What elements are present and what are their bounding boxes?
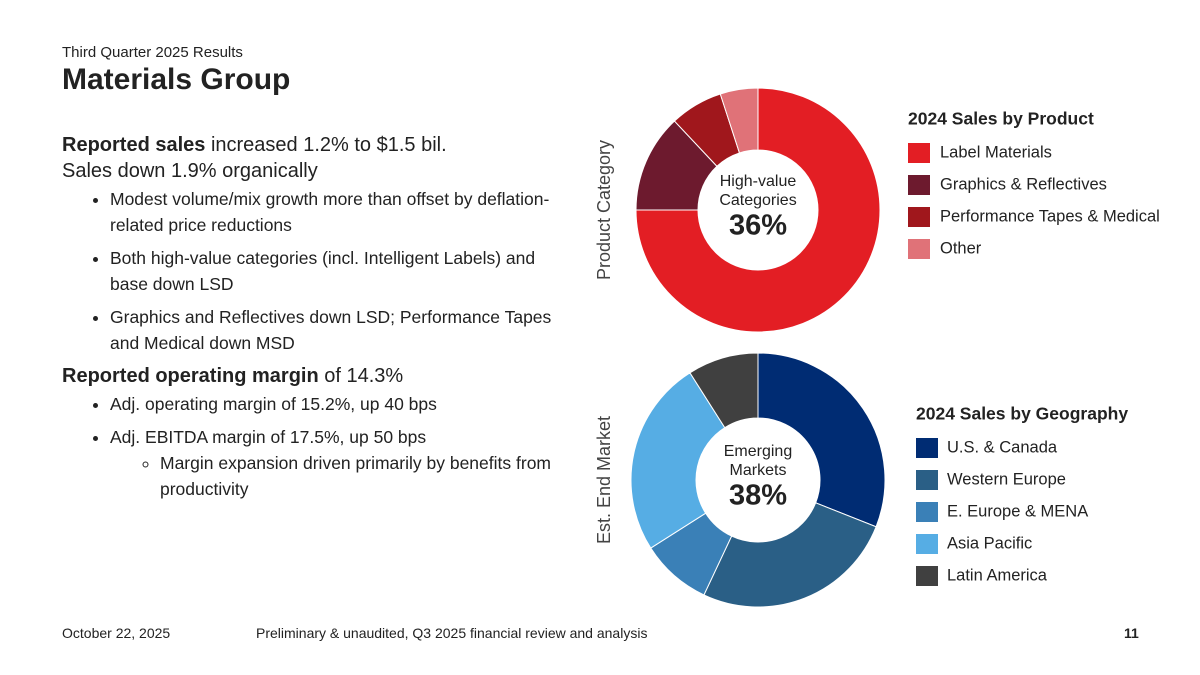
- legend-swatch: [908, 239, 930, 259]
- lead: Reported sales increased 1.2% to $1.5 bi…: [62, 132, 552, 158]
- legend-swatch: [916, 502, 938, 522]
- donut-segment: [719, 87, 759, 154]
- page-number: 11: [1124, 625, 1139, 641]
- bullet: Graphics and Reflectives down LSD; Perfo…: [110, 304, 552, 356]
- legend-swatch: [908, 143, 930, 163]
- bullet-text: Adj. EBITDA margin of 17.5%, up 50 bps: [110, 427, 427, 447]
- legend-swatch: [916, 566, 938, 586]
- legend-swatch: [916, 534, 938, 554]
- legend-label: Latin America: [947, 566, 1048, 584]
- donut-segment: [635, 87, 881, 333]
- donut-segment: [630, 372, 726, 549]
- legend-swatch: [908, 175, 930, 195]
- legend-label: Other: [940, 239, 982, 257]
- footer-note: Preliminary & unaudited, Q3 2025 financi…: [256, 625, 648, 641]
- legend-swatch: [916, 438, 938, 458]
- center-label: Emerging: [724, 443, 792, 460]
- legend-title: 2024 Sales by Product: [908, 109, 1094, 129]
- legend-label: Label Materials: [940, 143, 1052, 161]
- bullets: Modest volume/mix growth more than offse…: [62, 186, 552, 356]
- title: Materials Group: [62, 63, 291, 96]
- axis-label: Product Category: [594, 140, 614, 280]
- subtitle: Third Quarter 2025 Results: [62, 44, 243, 61]
- bullets: Adj. operating margin of 15.2%, up 40 bp…: [62, 391, 552, 502]
- center-label: High-value: [720, 173, 797, 190]
- center-label: Markets: [730, 462, 787, 479]
- footer-date: October 22, 2025: [62, 625, 171, 641]
- lead-bold: Reported operating margin: [62, 365, 319, 387]
- legend-label: Western Europe: [947, 470, 1066, 488]
- legend-label: E. Europe & MENA: [947, 502, 1088, 520]
- axis-label: Est. End Market: [594, 416, 614, 544]
- bullet: Adj. operating margin of 15.2%, up 40 bp…: [110, 391, 552, 417]
- donut-segment: [757, 352, 886, 528]
- body-text: Reported sales increased 1.2% to $1.5 bi…: [62, 128, 552, 509]
- sub-bullets: Margin expansion driven primarily by ben…: [110, 450, 552, 502]
- legend-label: Asia Pacific: [947, 534, 1032, 552]
- bullet: Modest volume/mix growth more than offse…: [110, 186, 552, 238]
- lead-sub: Sales down 1.9% organically: [62, 160, 318, 182]
- center-value: 36%: [729, 210, 787, 242]
- legend-label: U.S. & Canada: [947, 438, 1058, 456]
- legend-swatch: [916, 470, 938, 490]
- bullet: Both high-value categories (incl. Intell…: [110, 245, 552, 297]
- sub-bullet: Margin expansion driven primarily by ben…: [160, 450, 552, 502]
- lead-rest: of 14.3%: [324, 365, 404, 387]
- legend-title: 2024 Sales by Geography: [916, 404, 1128, 424]
- lead-rest: increased 1.2% to $1.5 bil.: [210, 134, 447, 156]
- center-value: 38%: [729, 480, 787, 512]
- legend-swatch: [908, 207, 930, 227]
- bullet: Adj. EBITDA margin of 17.5%, up 50 bps M…: [110, 424, 552, 502]
- donut-segment: [689, 352, 759, 429]
- center-label: Categories: [719, 192, 796, 209]
- legend-label: Performance Tapes & Medical: [940, 207, 1160, 225]
- lead: Reported operating margin of 14.3%: [62, 363, 552, 389]
- lead-bold: Reported sales: [62, 134, 206, 156]
- legend-label: Graphics & Reflectives: [940, 175, 1107, 193]
- donut-segment: [703, 502, 877, 608]
